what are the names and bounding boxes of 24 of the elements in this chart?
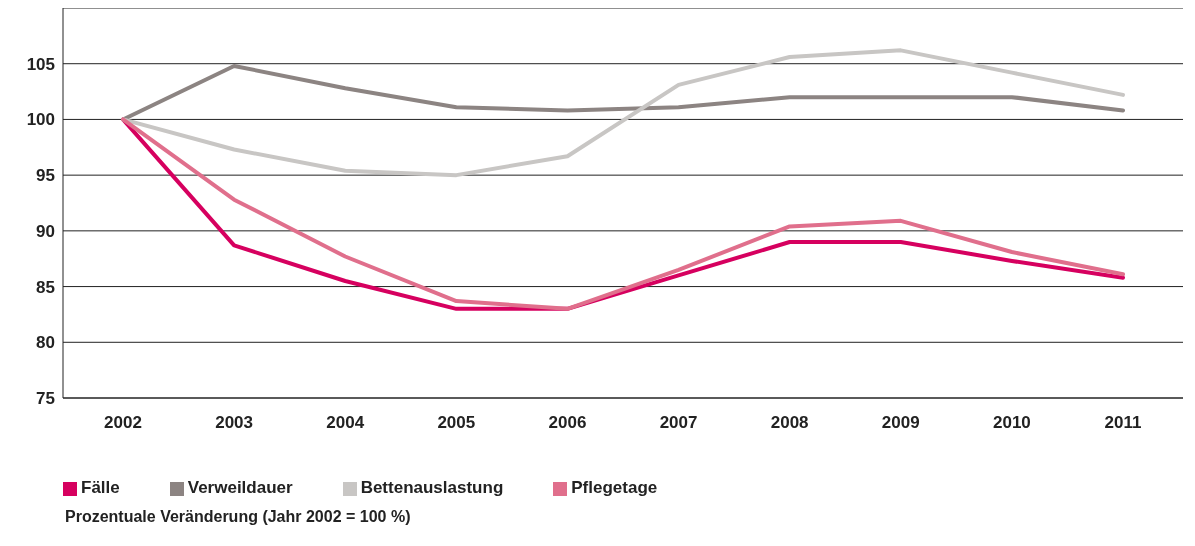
y-tick-label: 90: [36, 221, 55, 241]
x-tick-label: 2005: [437, 413, 476, 433]
y-tick-label: 105: [26, 54, 55, 74]
x-tick-label: 2008: [770, 413, 809, 433]
x-tick-label: 2002: [104, 413, 142, 433]
x-tick-label: 2003: [215, 413, 254, 433]
line-series: [121, 63, 1125, 122]
x-tick-label: 2010: [992, 413, 1031, 433]
legend-label: Fälle: [81, 478, 120, 497]
y-tick-label: 75: [36, 389, 55, 409]
legend-label: Verweildauer: [187, 478, 293, 497]
x-tick-label: 2011: [1104, 413, 1142, 433]
x-tick-label: 2006: [548, 413, 587, 433]
legend-label: Pflegetage: [571, 478, 658, 497]
x-tick-label: 2009: [881, 413, 920, 433]
y-tick-label: 85: [36, 277, 55, 297]
line-series: [121, 117, 1125, 311]
y-tick-label: 95: [36, 166, 55, 186]
x-tick-label: 2004: [326, 413, 365, 433]
x-tick-label: 2007: [659, 413, 698, 433]
y-tick-label: 80: [36, 333, 55, 353]
y-tick-label: 100: [26, 110, 55, 130]
legend-label: Bettenauslastung: [360, 478, 504, 497]
text: Prozentuale Veränderung (Jahr 2002 = 100 %): [65, 508, 412, 526]
